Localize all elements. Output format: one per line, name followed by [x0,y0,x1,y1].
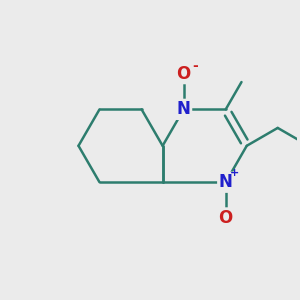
Text: N: N [219,173,233,191]
Text: +: + [230,168,240,178]
Text: N: N [177,100,190,118]
Text: O: O [219,209,233,227]
Text: O: O [176,64,191,82]
Text: -: - [193,59,198,73]
